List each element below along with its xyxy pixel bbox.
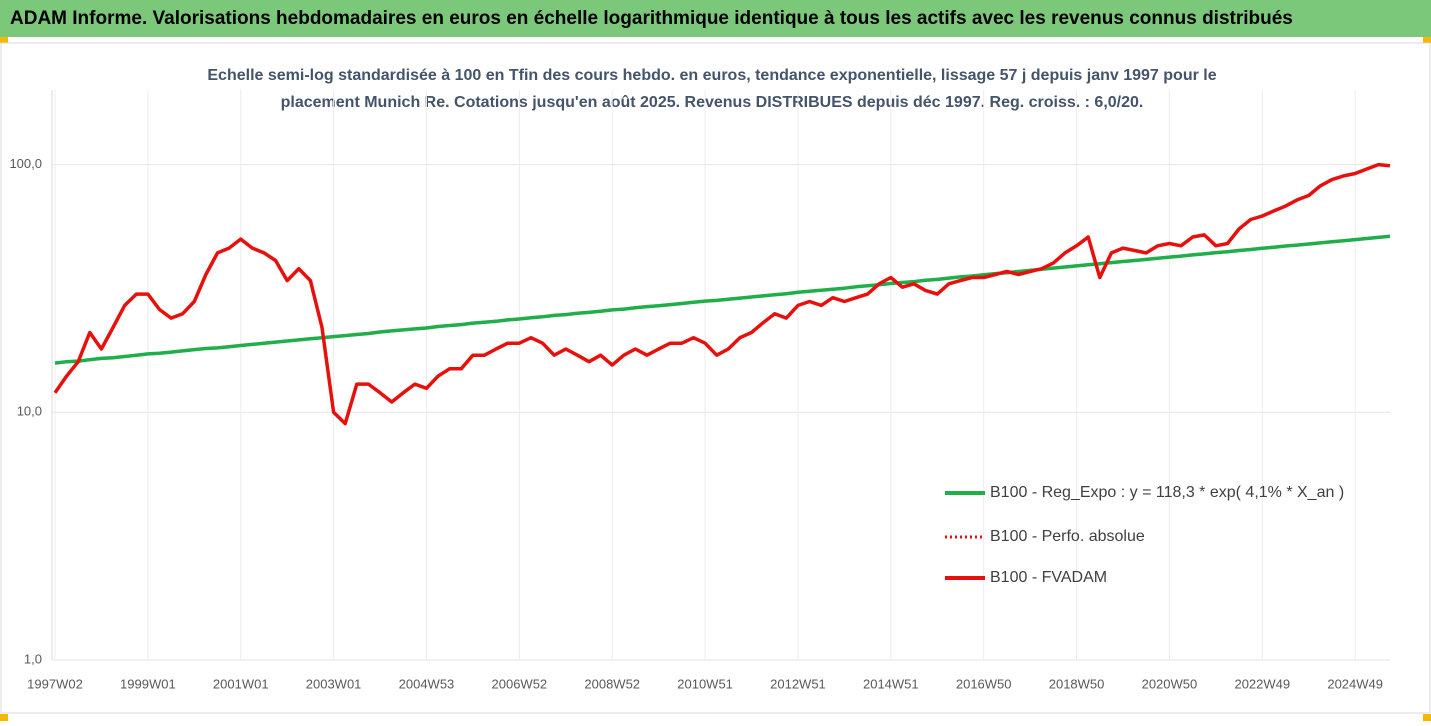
x-tick-label: 2016W50 xyxy=(956,676,1012,691)
corner xyxy=(1423,714,1431,721)
x-tick-label: 2018W50 xyxy=(1049,676,1105,691)
corner xyxy=(0,714,8,721)
x-tick-label: 2008W52 xyxy=(584,676,640,691)
x-tick-label: 2006W52 xyxy=(492,676,548,691)
x-tick-label: 2022W49 xyxy=(1234,676,1290,691)
corner xyxy=(0,37,8,43)
x-tick-label: 2010W51 xyxy=(677,676,733,691)
x-tick-label: 2003W01 xyxy=(306,676,362,691)
series-line xyxy=(53,162,1391,426)
x-tick-label: 2014W51 xyxy=(863,676,919,691)
title-bar xyxy=(0,0,1431,37)
chart-frame xyxy=(0,42,1431,714)
y-tick-label: 1,0 xyxy=(24,651,42,666)
legend-label: B100 - FVADAM xyxy=(990,569,1107,586)
series-line xyxy=(54,234,1391,365)
y-tick-label: 10,0 xyxy=(17,404,42,419)
chart-title: ADAM Informe. Valorisations hebdomadaire… xyxy=(10,8,1293,29)
x-tick-label: 1997W02 xyxy=(27,676,83,691)
chart-subtitle: Echelle semi-log standardisée à 100 en T… xyxy=(207,67,1216,84)
corner xyxy=(1423,37,1431,43)
x-tick-label: 2001W01 xyxy=(213,676,269,691)
legend-label: B100 - Reg_Expo : y = 118,3 * exp( 4,1% … xyxy=(990,484,1344,501)
x-tick-label: 2020W50 xyxy=(1142,676,1198,691)
x-tick-label: 1999W01 xyxy=(120,676,176,691)
x-tick-label: 2024W49 xyxy=(1327,676,1383,691)
chart-subtitle: placement Munich Re. Cotations jusqu'en … xyxy=(281,94,1144,111)
x-tick-label: 2012W51 xyxy=(770,676,826,691)
y-tick-label: 100,0 xyxy=(9,156,42,171)
x-tick-label: 2004W53 xyxy=(399,676,455,691)
legend-label: B100 - Perfo. absolue xyxy=(990,528,1145,545)
